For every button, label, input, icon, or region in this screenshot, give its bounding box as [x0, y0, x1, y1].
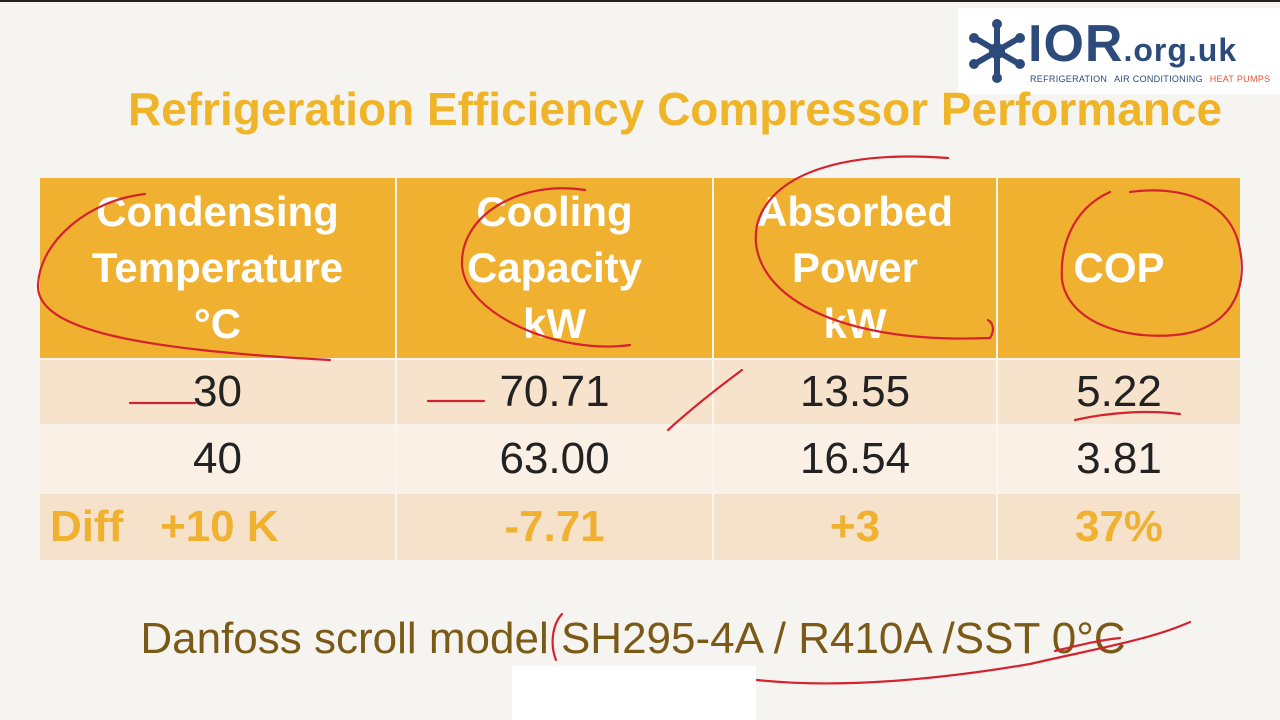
table-header-row: Condensing Temperature °C Cooling Capaci… [40, 178, 1240, 358]
header-line: Cooling [476, 188, 633, 235]
table-diff-row: Diff +10 K -7.71 +3 37% [40, 494, 1240, 560]
model-caption: Danfoss scroll model SH295-4A / R410A /S… [140, 614, 1126, 663]
cell-cop: 3.81 [1076, 434, 1162, 483]
cell-diff-capacity: -7.71 [397, 494, 714, 560]
logo-wordmark: IOR.org.uk [1028, 16, 1237, 78]
cell-diff-power: +3 [714, 494, 998, 560]
header-cop: COP [998, 178, 1240, 358]
ior-logo: IOR.org.uk REFRIGERATION AIR CONDITIONIN… [958, 8, 1280, 94]
table-row: 30 70.71 13.55 5.22 [40, 360, 1240, 424]
top-border [0, 0, 1280, 2]
cell-cop: 5.22 [1076, 367, 1162, 416]
logo-domain: .org.uk [1123, 32, 1238, 68]
header-line: Condensing [96, 188, 339, 235]
snowflake-icon [969, 19, 1025, 83]
header-line: Absorbed [756, 188, 953, 235]
cell-cooling-capacity: 70.71 [397, 360, 714, 424]
cell-absorbed-power: 13.55 [714, 360, 998, 424]
header-line: Capacity [466, 244, 643, 291]
header-absorbed-power: Absorbed Power kW [714, 178, 998, 358]
header-line: Temperature [91, 244, 344, 291]
slide-title: Refrigeration Efficiency Compressor Perf… [127, 83, 1223, 135]
cell-cooling-capacity: 63.00 [397, 426, 714, 492]
cell-absorbed-power: 16.54 [714, 426, 998, 492]
header-line: °C [193, 300, 242, 347]
logo-tag-refrigeration: REFRIGERATION [1030, 74, 1108, 84]
header-cooling-capacity: Cooling Capacity kW [397, 178, 714, 358]
header-line: kW [823, 300, 887, 347]
header-line: Power [791, 244, 919, 291]
cell-diff-cop: 37% [1074, 502, 1164, 551]
logo-word: IOR [1028, 15, 1124, 73]
header-condensing-temperature: Condensing Temperature °C [40, 178, 397, 358]
header-line: COP [1073, 244, 1165, 291]
table-row: 40 63.00 16.54 3.81 [40, 426, 1240, 492]
logo-tagline: REFRIGERATION AIR CONDITIONING HEAT PUMP… [1030, 74, 1270, 84]
cell-diff-label: Diff +10 K [40, 494, 397, 560]
header-line: kW [522, 300, 586, 347]
cell-condensing-temp: 40 [40, 426, 397, 492]
bottom-white-strip [512, 666, 756, 720]
logo-tag-air-conditioning: AIR CONDITIONING [1114, 74, 1203, 84]
logo-tag-heat-pumps: HEAT PUMPS [1209, 74, 1271, 84]
cell-condensing-temp: 30 [40, 360, 397, 424]
